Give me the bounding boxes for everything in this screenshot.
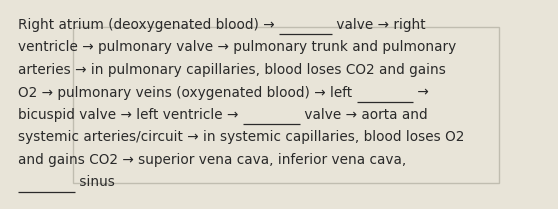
Text: sinus: sinus [75,176,115,190]
FancyBboxPatch shape [73,28,499,183]
Text: and gains CO2 → superior vena cava, inferior vena cava,: and gains CO2 → superior vena cava, infe… [18,153,406,167]
Text: valve → right: valve → right [331,18,425,32]
Text: →: → [413,85,429,99]
Text: Right atrium (deoxygenated blood) →: Right atrium (deoxygenated blood) → [18,18,279,32]
Text: O2 → pulmonary veins (oxygenated blood) → left: O2 → pulmonary veins (oxygenated blood) … [18,85,357,99]
Text: ventricle → pulmonary valve → pulmonary trunk and pulmonary: ventricle → pulmonary valve → pulmonary … [18,41,456,55]
Text: systemic arteries/circuit → in systemic capillaries, blood loses O2: systemic arteries/circuit → in systemic … [18,130,464,144]
Text: bicuspid valve → left ventricle →: bicuspid valve → left ventricle → [18,108,243,122]
Text: arteries → in pulmonary capillaries, blood loses CO2 and gains: arteries → in pulmonary capillaries, blo… [18,63,446,77]
Text: valve → aorta and: valve → aorta and [300,108,427,122]
